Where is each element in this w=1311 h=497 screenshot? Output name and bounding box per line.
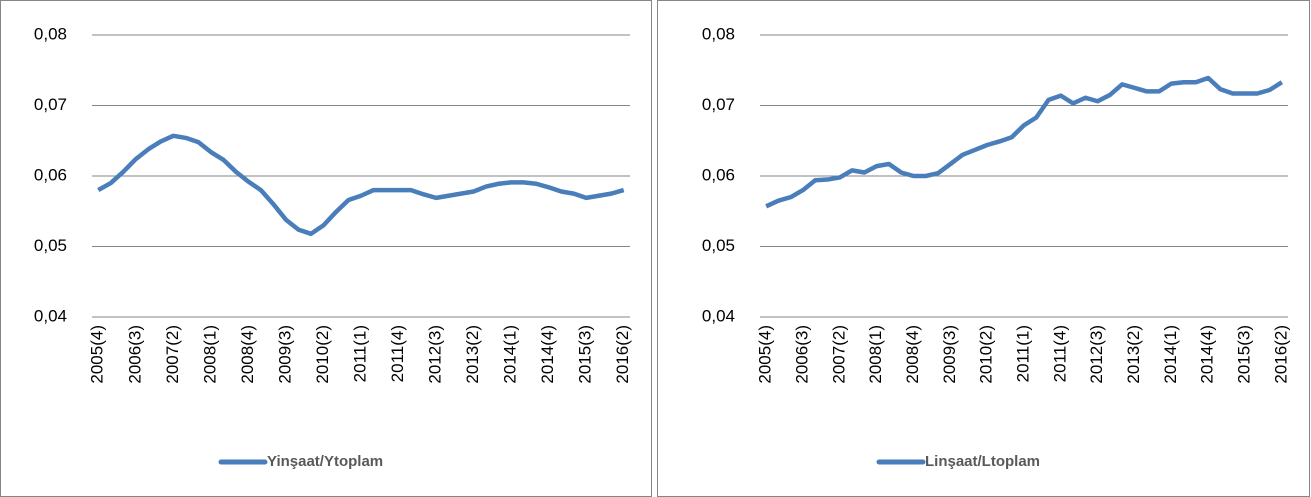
x-tick-label: 2006(3): [125, 325, 144, 384]
x-tick-label: 2005(4): [756, 325, 775, 384]
x-tick-label: 2012(3): [426, 325, 445, 384]
series-line: [97, 133, 625, 237]
x-tick-label: 2016(2): [1271, 325, 1290, 384]
x-tick-label: 2008(1): [866, 325, 885, 384]
x-tick-label: 2016(2): [613, 325, 632, 384]
x-tick-label: 2014(4): [1198, 325, 1217, 384]
legend-text: Yinşaat/Ytoplam: [267, 453, 383, 470]
y-tick-label: 0,07: [34, 95, 67, 114]
x-tick-label: 2010(2): [977, 325, 996, 384]
y-tick-label: 0,08: [34, 24, 67, 43]
x-tick-label: 2014(1): [1161, 325, 1180, 384]
panel-border: [0, 0, 652, 497]
x-tick-label: 2009(3): [940, 325, 959, 384]
y-tick-label: 0,05: [34, 236, 67, 255]
x-tick-label: 2008(4): [238, 325, 257, 384]
x-tick-label: 2011(4): [388, 325, 407, 382]
x-tick-label: 2008(1): [200, 325, 219, 384]
x-tick-label: 2015(3): [1235, 325, 1254, 384]
x-tick-label: 2005(4): [88, 325, 107, 384]
y-tick-label: 0,05: [702, 236, 735, 255]
series-line: [765, 75, 1284, 209]
x-tick-label: 2007(2): [163, 325, 182, 384]
y-tick-label: 0,04: [702, 306, 735, 325]
x-tick-label: 2013(2): [1124, 325, 1143, 384]
y-tick-label: 0,07: [702, 95, 735, 114]
panel-border: [657, 0, 1310, 497]
x-tick-label: 2014(4): [538, 325, 557, 384]
x-tick-label: 2014(1): [501, 325, 520, 384]
y-tick-label: 0,04: [34, 306, 67, 325]
x-tick-label: 2006(3): [792, 325, 811, 384]
x-tick-label: 2013(2): [463, 325, 482, 384]
x-tick-label: 2007(2): [829, 325, 848, 384]
x-tick-label: 2011(4): [1050, 325, 1069, 382]
y-tick-label: 0,08: [702, 24, 735, 43]
x-tick-label: 2010(2): [313, 325, 332, 384]
legend-text: Linşaat/Ltoplam: [925, 453, 1040, 470]
x-tick-label: 2009(3): [275, 325, 294, 384]
x-tick-label: 2011(1): [1013, 325, 1032, 382]
x-tick-label: 2008(4): [903, 325, 922, 384]
x-tick-label: 2011(1): [350, 325, 369, 382]
y-tick-label: 0,06: [702, 165, 735, 184]
x-tick-label: 2015(3): [576, 325, 595, 384]
y-tick-label: 0,06: [34, 165, 67, 184]
x-tick-label: 2012(3): [1087, 325, 1106, 384]
